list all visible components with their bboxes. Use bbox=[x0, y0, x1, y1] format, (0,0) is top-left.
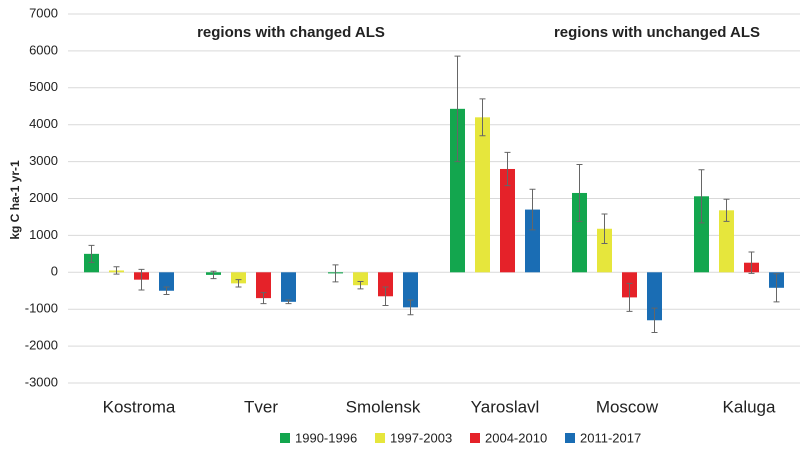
legend-swatch bbox=[280, 433, 290, 443]
error-bar bbox=[723, 198, 730, 222]
error-bar bbox=[285, 299, 292, 305]
error-bar bbox=[88, 244, 95, 263]
y-tick-label: 6000 bbox=[29, 42, 58, 57]
y-tick-label: -2000 bbox=[25, 338, 58, 353]
bar bbox=[597, 228, 612, 273]
legend-label: 1990-1996 bbox=[295, 430, 357, 445]
error-bar bbox=[529, 188, 536, 231]
error-bar bbox=[773, 273, 780, 303]
bar bbox=[572, 192, 587, 273]
x-tick-label: Kostroma bbox=[103, 397, 176, 416]
y-tick-label: 0 bbox=[51, 264, 58, 279]
error-bar bbox=[113, 266, 120, 275]
x-tick-label: Moscow bbox=[596, 397, 659, 416]
y-tick-label: 4000 bbox=[29, 116, 58, 131]
error-bar bbox=[332, 264, 339, 283]
bar bbox=[694, 196, 709, 273]
bar bbox=[719, 210, 734, 273]
legend-label: 2011-2017 bbox=[580, 430, 641, 445]
bar bbox=[353, 272, 368, 286]
legend-label: 1997-2003 bbox=[390, 430, 452, 445]
legend-swatch bbox=[565, 433, 575, 443]
error-bar bbox=[576, 164, 583, 222]
error-bar bbox=[260, 292, 267, 305]
error-bar bbox=[601, 213, 608, 245]
x-tick-label: Kaluga bbox=[723, 397, 776, 416]
bar bbox=[403, 272, 418, 308]
bar bbox=[378, 272, 393, 297]
y-tick-label: 1000 bbox=[29, 227, 58, 242]
error-bar bbox=[210, 270, 217, 280]
y-tick-label: -1000 bbox=[25, 301, 58, 316]
y-tick-label: 5000 bbox=[29, 79, 58, 94]
error-bar bbox=[626, 282, 633, 312]
error-bar bbox=[454, 55, 461, 163]
bar bbox=[450, 108, 465, 273]
bar bbox=[525, 209, 540, 273]
annotation: regions with unchanged ALS bbox=[554, 24, 760, 41]
y-axis-title: kg C ha-1 yr-1 bbox=[8, 160, 22, 240]
y-tick-label: 2000 bbox=[29, 190, 58, 205]
bar bbox=[231, 272, 246, 284]
legend-swatch bbox=[375, 433, 385, 443]
x-tick-label: Smolensk bbox=[346, 397, 421, 416]
error-bar bbox=[698, 169, 705, 224]
error-bar bbox=[163, 286, 170, 295]
error-bar bbox=[407, 299, 414, 316]
bar bbox=[84, 253, 99, 273]
x-tick-label: Tver bbox=[244, 397, 278, 416]
error-bar bbox=[504, 151, 511, 187]
bar bbox=[159, 272, 174, 291]
bar bbox=[281, 272, 296, 302]
error-bar bbox=[235, 279, 242, 288]
error-bar bbox=[651, 307, 658, 333]
error-bar bbox=[357, 281, 364, 290]
legend-swatch bbox=[470, 433, 480, 443]
y-tick-label: 3000 bbox=[29, 153, 58, 168]
legend-label: 2004-2010 bbox=[485, 430, 547, 445]
error-bar bbox=[382, 286, 389, 307]
bar bbox=[256, 272, 271, 299]
y-tick-label: -3000 bbox=[25, 374, 58, 389]
bar bbox=[647, 272, 662, 321]
error-bar bbox=[138, 268, 145, 291]
error-bar bbox=[748, 251, 755, 274]
annotation: regions with changed ALS bbox=[197, 24, 385, 41]
x-tick-label: Yaroslavl bbox=[471, 397, 540, 416]
y-tick-label: 7000 bbox=[29, 5, 58, 20]
bar bbox=[500, 168, 515, 273]
bar bbox=[475, 117, 490, 273]
error-bar bbox=[479, 98, 486, 137]
